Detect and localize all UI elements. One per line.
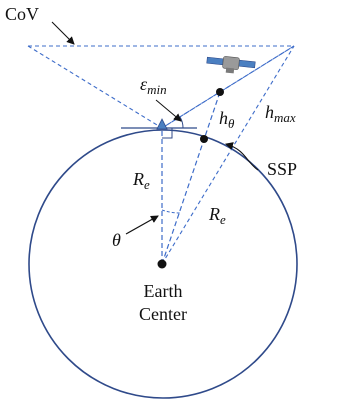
theta-pointer-arrow (125, 215, 159, 235)
user-terminal-icon (156, 118, 168, 130)
elevation-arc (179, 116, 184, 129)
ssp-pointer-arrow (225, 142, 259, 171)
re-right-label: Re (208, 204, 226, 227)
theta-label: θ (112, 230, 121, 250)
h-max-line (161, 45, 295, 129)
h-theta-label: hθ (219, 108, 235, 131)
epsilon-pointer-arrow (155, 99, 182, 122)
earth-center-point (157, 259, 167, 269)
h-max-label: hmax (265, 102, 296, 125)
ssp-label: SSP (267, 159, 297, 179)
cov-label: CoV (5, 4, 39, 24)
theta-arc (161, 209, 181, 214)
re-left-label: Re (132, 169, 150, 192)
epsilon-min-label: εmin (140, 74, 167, 97)
center-to-orbit-line (161, 45, 295, 265)
earth-circle (28, 129, 298, 399)
satellite-point (216, 88, 224, 96)
ssp-point (200, 135, 208, 143)
center-to-satellite-line (161, 91, 221, 265)
earth-label: Earth (144, 281, 183, 301)
cov-pointer-arrow (51, 21, 75, 45)
cov-left-line (27, 45, 163, 129)
center-label: Center (139, 304, 187, 324)
satellite-icon (206, 56, 256, 74)
right-angle-marker (162, 128, 173, 139)
